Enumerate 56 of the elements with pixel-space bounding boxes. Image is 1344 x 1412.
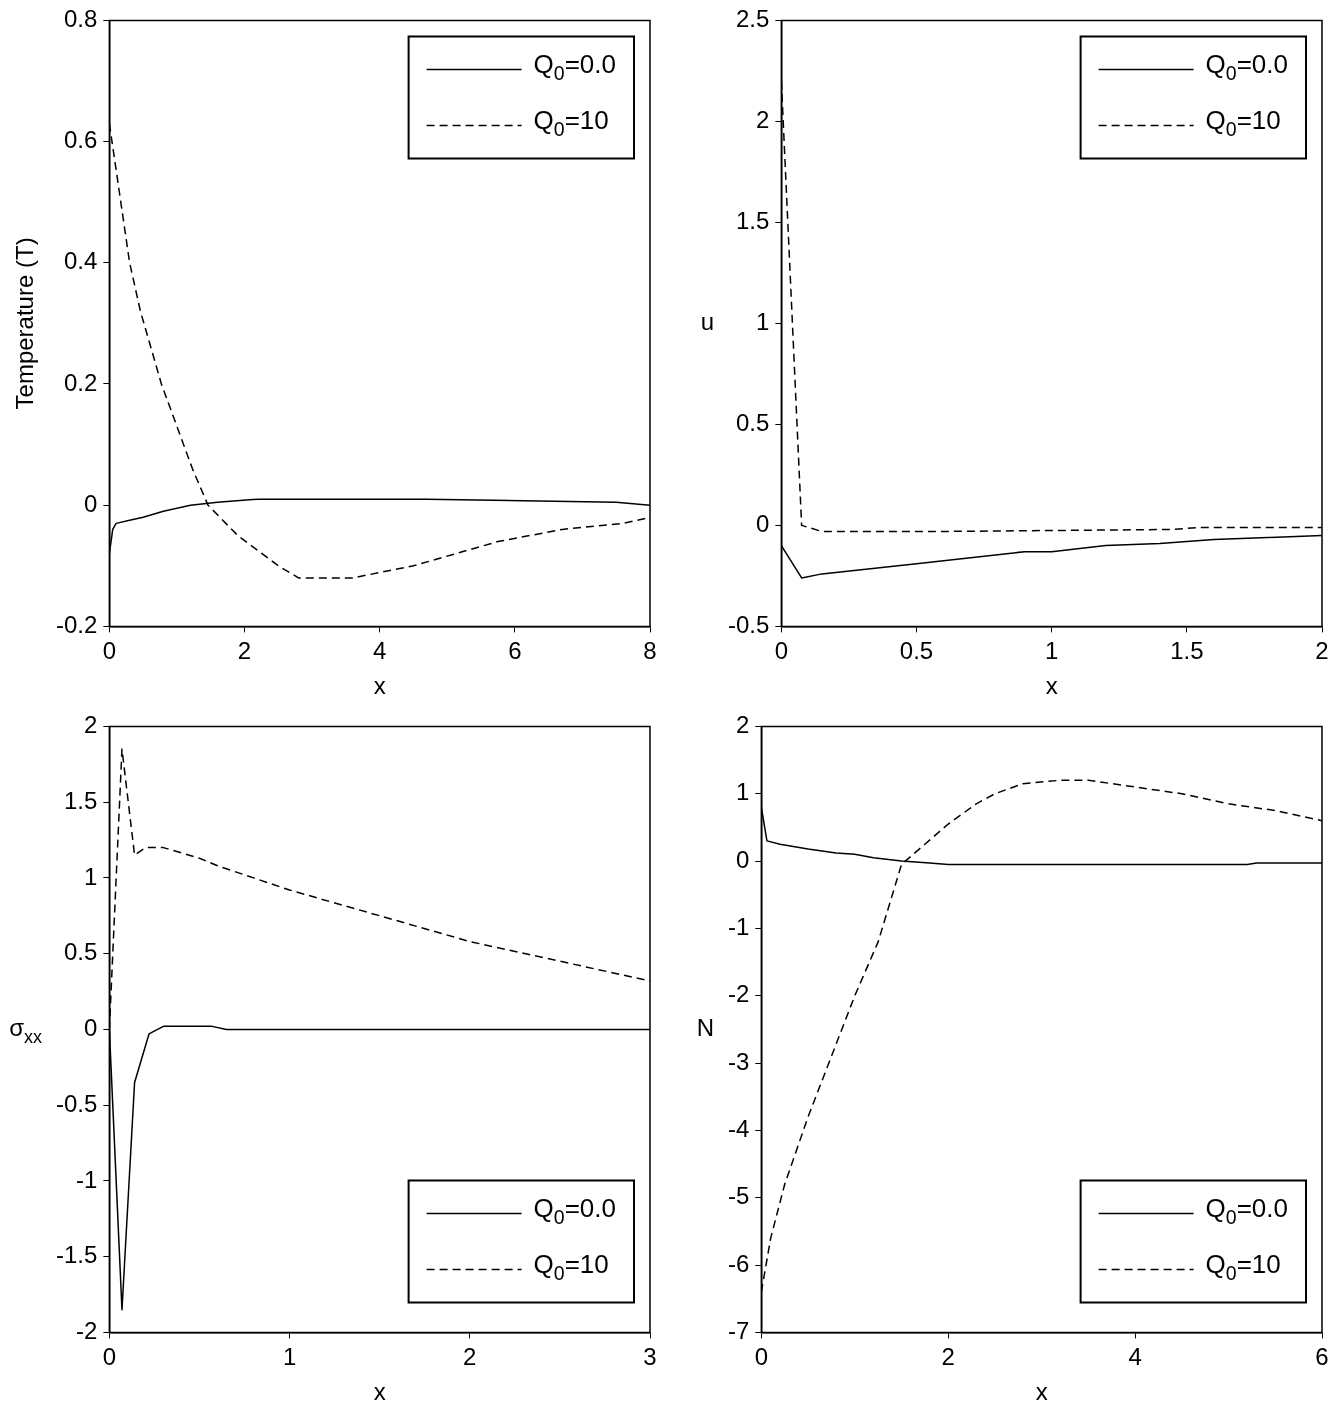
y-tick-label: -0.5 <box>56 1089 98 1117</box>
y-tick-label: 1 <box>84 862 98 890</box>
y-tick-label: -6 <box>728 1249 750 1277</box>
y-tick-label: 0.4 <box>63 247 98 275</box>
x-tick-label: 6 <box>508 637 522 665</box>
x-axis-title: x <box>1035 1378 1048 1406</box>
x-tick-label: 0.5 <box>899 637 934 665</box>
x-tick-label: 0 <box>102 1343 117 1371</box>
x-tick-label: 8 <box>643 637 657 665</box>
y-tick-label: 0.8 <box>63 5 98 33</box>
y-tick-label: 1 <box>756 308 770 336</box>
x-tick-label: 1.5 <box>1170 637 1204 665</box>
x-axis-title: x <box>373 1378 386 1406</box>
y-tick-label: -1 <box>728 913 750 941</box>
y-tick-label: -4 <box>728 1115 750 1143</box>
y-tick-label: 2.5 <box>735 5 770 33</box>
x-tick-label: 2 <box>463 1343 477 1371</box>
y-tick-label: 0.2 <box>63 368 98 396</box>
y-tick-label: 1.5 <box>735 207 770 235</box>
y-tick-label: -1 <box>76 1165 98 1193</box>
x-tick-label: 4 <box>1128 1343 1142 1371</box>
y-axis-title: N <box>696 1014 715 1042</box>
y-tick-label: -0.2 <box>56 611 98 639</box>
y-axis-title: Temperature (T) <box>10 237 38 410</box>
y-tick-label: -7 <box>728 1317 750 1345</box>
y-tick-label: 0.5 <box>735 409 770 437</box>
x-tick-label: 4 <box>373 637 387 665</box>
y-tick-label: 2 <box>735 711 750 739</box>
x-tick-label: 0 <box>102 637 117 665</box>
y-tick-label: 2 <box>84 711 98 739</box>
y-tick-label: -5 <box>728 1182 750 1210</box>
y-tick-label: 0 <box>84 1014 98 1042</box>
y-tick-label: 0.6 <box>63 126 98 154</box>
x-tick-label: 2 <box>237 637 252 665</box>
x-tick-label: 2 <box>1315 637 1329 665</box>
y-tick-label: 0 <box>84 489 98 517</box>
y-tick-label: -1.5 <box>56 1241 98 1269</box>
x-axis-title: x <box>373 672 386 700</box>
x-tick-label: 1 <box>1045 637 1059 665</box>
y-axis-title: u <box>700 308 715 336</box>
x-tick-label: 2 <box>941 1343 955 1371</box>
x-axis-title: x <box>1045 672 1058 700</box>
x-tick-label: 0 <box>774 637 789 665</box>
y-tick-label: 0 <box>756 510 770 538</box>
y-tick-label: -2 <box>728 980 750 1008</box>
y-tick-label: 1.5 <box>63 786 98 814</box>
y-tick-label: -3 <box>728 1047 750 1075</box>
y-tick-label: 0 <box>735 845 750 873</box>
y-tick-label: -0.5 <box>728 611 770 639</box>
y-tick-label: 0.5 <box>63 938 98 966</box>
y-tick-label: -2 <box>76 1317 98 1345</box>
x-tick-label: 1 <box>282 1343 297 1371</box>
y-tick-label: 2 <box>756 106 770 134</box>
x-tick-label: 3 <box>643 1343 657 1371</box>
y-tick-label: 1 <box>735 778 750 806</box>
x-tick-label: 6 <box>1315 1343 1329 1371</box>
